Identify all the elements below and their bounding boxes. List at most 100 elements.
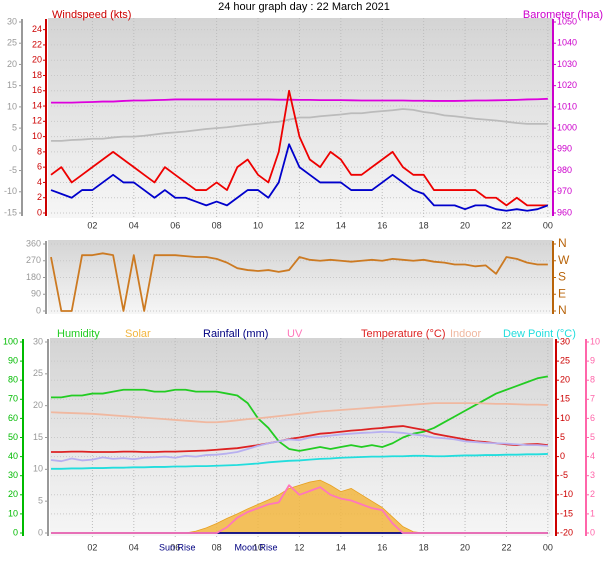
y-tick-label: -15 — [560, 508, 573, 518]
y-tick-label: 70 — [8, 394, 18, 404]
x-tick-label: 12 — [294, 542, 304, 552]
x-tick-label: 00 — [543, 220, 553, 230]
x-tick-label: 02 — [87, 542, 97, 552]
y-tick-label: 90 — [8, 355, 18, 365]
y-tick-label: 0 — [38, 527, 43, 537]
y-tick-label: 5 — [560, 432, 565, 442]
y-tick-label: 1 — [590, 508, 595, 518]
legend-entry: UV — [287, 328, 303, 340]
y-tick-label: 10 — [560, 413, 570, 423]
y-tick-label: 1040 — [557, 38, 577, 48]
x-tick-label: 16 — [377, 220, 387, 230]
y-tick-label: E — [558, 286, 566, 300]
legend-entry: Indoor — [450, 328, 482, 340]
y-tick-label: -20 — [560, 527, 573, 537]
y-tick-label: W — [558, 253, 570, 267]
y2-axis-label: Barometer (hpa) — [523, 9, 603, 21]
y-tick-label: 20 — [7, 59, 17, 69]
x-tick-label: 14 — [336, 220, 346, 230]
y-tick-label: 8 — [590, 375, 595, 385]
y-tick-label: 20 — [33, 400, 43, 410]
y-tick-label: 15 — [560, 394, 570, 404]
y-tick-label: 6 — [37, 162, 42, 172]
y-tick-label: 25 — [7, 38, 17, 48]
x-tick-label: 14 — [336, 542, 346, 552]
y-tick-label: 1050 — [557, 16, 577, 26]
y-tick-label: -10 — [4, 186, 17, 196]
y-tick-label: 10 — [8, 508, 18, 518]
y-tick-label: 90 — [31, 289, 41, 299]
x-tick-label: 22 — [501, 220, 511, 230]
y-tick-label: 30 — [560, 336, 570, 346]
y-tick-label: 1020 — [557, 80, 577, 90]
y-tick-label: 4 — [590, 451, 595, 461]
series-line — [51, 453, 548, 470]
y-tick-label: S — [558, 270, 566, 284]
y-tick-label: 1010 — [557, 101, 577, 111]
series-line — [50, 89, 548, 207]
series-line — [50, 402, 548, 424]
y-tick-label: 4 — [37, 177, 42, 187]
x-tick-label: 08 — [212, 542, 222, 552]
x-tick-label: 04 — [129, 542, 139, 552]
y-tick-label: 0 — [36, 305, 41, 315]
y-tick-label: 990 — [557, 144, 572, 154]
y-tick-label: 25 — [560, 355, 570, 365]
y-tick-label: 10 — [33, 464, 43, 474]
y-tick-label: N — [558, 236, 567, 250]
y-tick-label: 0 — [37, 207, 42, 217]
y-tick-label: 100 — [3, 336, 18, 346]
x-tick-label: 16 — [377, 542, 387, 552]
series-line — [51, 108, 548, 142]
y-tick-label: 30 — [33, 336, 43, 346]
x-tick-label: 00 — [543, 542, 553, 552]
x-tick-label: 22 — [501, 542, 511, 552]
x-tick-label: 08 — [212, 220, 222, 230]
y-tick-label: 30 — [7, 16, 17, 26]
y-tick-label: 10 — [590, 336, 600, 346]
y-tick-label: 1030 — [557, 59, 577, 69]
series-line — [51, 484, 548, 534]
y-tick-label: -15 — [4, 207, 17, 217]
series-line — [51, 97, 548, 104]
y-tick-label: 8 — [37, 146, 42, 156]
y-tick-label: 18 — [32, 70, 42, 80]
y-tick-label: 7 — [590, 394, 595, 404]
series-line — [51, 375, 549, 452]
y-tick-label: 6 — [590, 413, 595, 423]
legend-entry: Rainfall (mm) — [203, 328, 268, 340]
chart-title: 24 hour graph day : 22 March 2021 — [218, 1, 390, 13]
y-tick-label: 16 — [32, 85, 42, 95]
y-tick-label: 1000 — [557, 122, 577, 132]
legend-entry: Temperature (°C) — [361, 328, 445, 340]
annotation: Moon Rise — [234, 542, 277, 552]
x-tick-label: 06 — [170, 220, 180, 230]
y-tick-label: 15 — [7, 80, 17, 90]
y-tick-label: 360 — [26, 238, 41, 248]
annotation: Sun Rise — [159, 542, 196, 552]
legend-entry: Solar — [125, 328, 151, 340]
y-tick-label: 22 — [32, 39, 42, 49]
y-tick-label: 25 — [33, 368, 43, 378]
y-tick-label: 5 — [12, 122, 17, 132]
legend-entry: Humidity — [57, 328, 100, 340]
y-tick-label: 960 — [557, 207, 572, 217]
y-tick-label: -5 — [9, 165, 17, 175]
y-tick-label: -5 — [560, 470, 568, 480]
y-tick-label: -10 — [560, 489, 573, 499]
y-tick-label: 40 — [8, 451, 18, 461]
x-tick-label: 18 — [419, 542, 429, 552]
y-tick-label: 20 — [560, 375, 570, 385]
y-tick-label: 60 — [8, 413, 18, 423]
x-tick-label: 04 — [129, 220, 139, 230]
series-line — [50, 252, 548, 312]
y-tick-label: 15 — [33, 432, 43, 442]
series-line — [50, 430, 548, 463]
y-tick-label: 3 — [590, 470, 595, 480]
y-tick-label: 2 — [37, 192, 42, 202]
y-tick-label: 50 — [8, 432, 18, 442]
y-tick-label: 9 — [590, 355, 595, 365]
y-tick-label: 30 — [8, 470, 18, 480]
y-tick-label: 24 — [32, 24, 42, 34]
